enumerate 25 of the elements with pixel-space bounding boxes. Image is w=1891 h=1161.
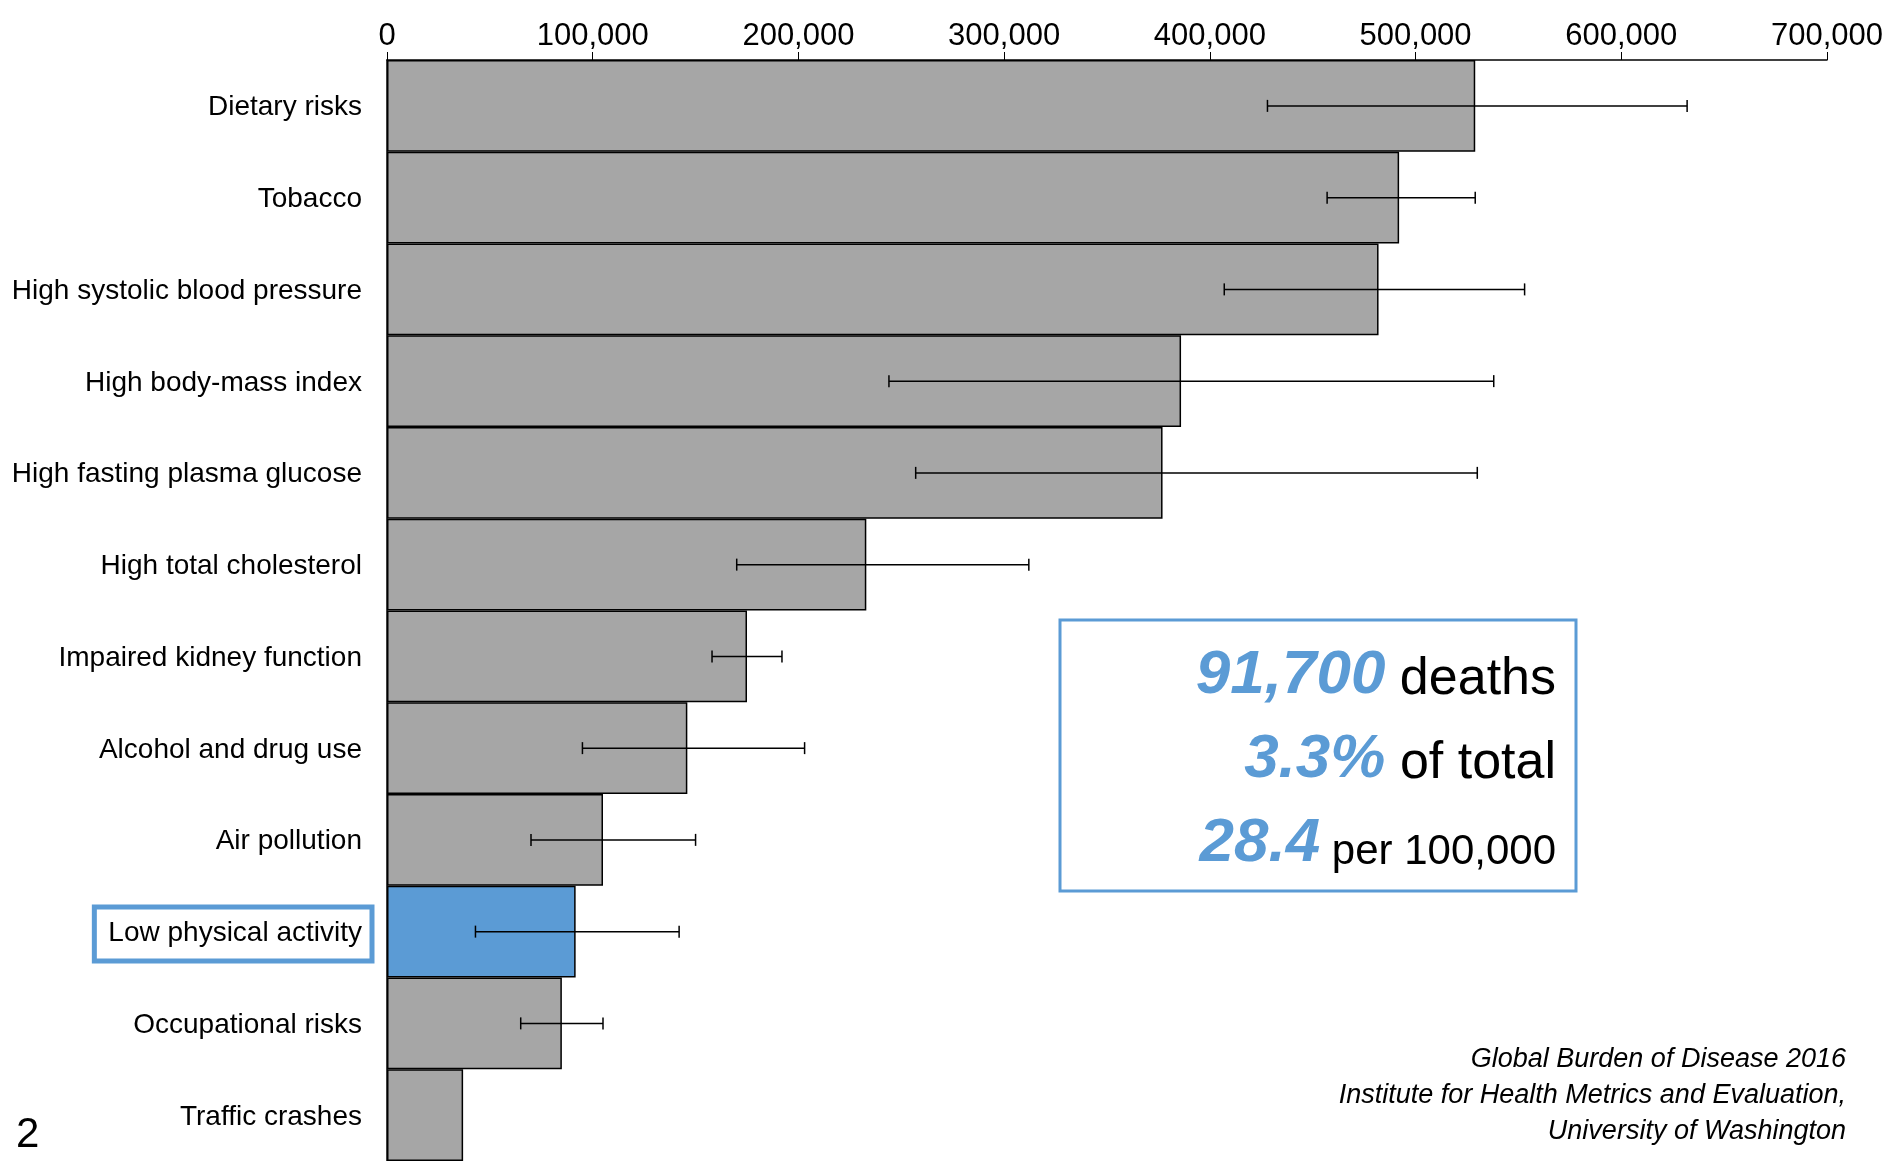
x-tick-label: 200,000 xyxy=(742,17,855,52)
y-tick-label: High systolic blood pressure xyxy=(11,273,362,305)
y-tick-label: Occupational risks xyxy=(133,1007,362,1039)
y-tick-label: Tobacco xyxy=(257,182,362,214)
x-tick-label: 100,000 xyxy=(536,17,649,52)
x-tick-label: 300,000 xyxy=(948,17,1061,52)
y-tick-label: High fasting plasma glucose xyxy=(11,457,362,489)
y-tick-label: Dietary risks xyxy=(207,90,362,122)
annotation: 3.3% of total xyxy=(1244,720,1557,790)
x-tick-label: 600,000 xyxy=(1565,17,1678,52)
annotation: 28.4 per 100,000 xyxy=(1198,804,1557,874)
annotation: Global Burden of Disease 2016 Institute for Health Metrics and Evaluation, University of Washington xyxy=(1338,1043,1847,1145)
text: 2 xyxy=(16,1108,40,1156)
y-tick-label: Impaired kidney function xyxy=(58,640,362,672)
annotation: 91,700 deaths xyxy=(1195,636,1556,706)
y-tick-label: Low physical activity xyxy=(108,916,362,948)
y-tick-label: Air pollution xyxy=(215,824,362,856)
x-tick-label: 400,000 xyxy=(1153,17,1266,52)
y-tick-label: Alcohol and drug use xyxy=(98,732,362,764)
x-tick-label: 0 xyxy=(378,17,396,52)
x-tick-label: 500,000 xyxy=(1359,17,1472,52)
y-tick-label: High body-mass index xyxy=(84,365,362,397)
y-tick-label: Traffic crashes xyxy=(179,1099,362,1131)
y-tick-label: High total cholesterol xyxy=(100,549,362,581)
x-tick-label: 700,000 xyxy=(1770,17,1884,52)
